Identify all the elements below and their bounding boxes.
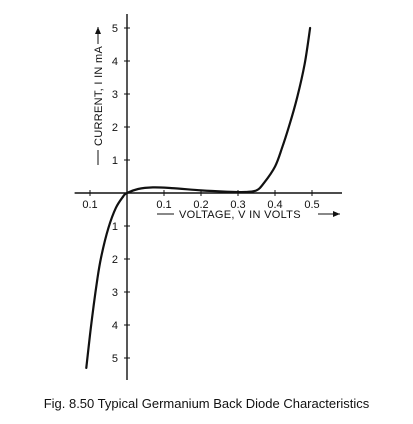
y-tick-label: 5 bbox=[112, 23, 118, 35]
data-point bbox=[107, 227, 110, 229]
data-point bbox=[100, 256, 102, 258]
axis-titles: VOLTAGE, V IN VOLTS CURRENT, I IN mA bbox=[93, 27, 340, 221]
x-tick-label: 0.4 bbox=[267, 199, 282, 211]
chart: 0.1 0.1 0.2 0.3 0.4 0.5 1 2 3 4 5 1 2 3 4 5 VOLTAGE, V … bbox=[74, 14, 342, 380]
data-point bbox=[289, 123, 291, 125]
x-tick-label: 0.1 bbox=[156, 199, 171, 211]
x-tick-label: 0.2 bbox=[193, 199, 208, 211]
data-point bbox=[281, 146, 283, 148]
data-point bbox=[152, 186, 154, 188]
data-point bbox=[96, 278, 98, 280]
y-tick-label: 2 bbox=[112, 122, 118, 134]
ticks: 0.1 0.1 0.2 0.3 0.4 0.5 1 2 3 4 5 1 2 3 4 5 bbox=[82, 23, 319, 365]
data-point bbox=[274, 166, 276, 168]
data-point bbox=[296, 96, 298, 98]
y-tick-label: 1 bbox=[112, 155, 118, 167]
y-tick-label: 2 bbox=[112, 254, 118, 266]
y-tick-label: 3 bbox=[112, 89, 118, 101]
data-point bbox=[304, 63, 306, 65]
y-tick-label: 1 bbox=[112, 221, 118, 233]
data-point bbox=[137, 188, 139, 190]
x-tick-label: 0.3 bbox=[230, 199, 245, 211]
data-point bbox=[263, 182, 265, 184]
y-axis-title: CURRENT, I IN mA bbox=[93, 46, 105, 146]
curves bbox=[85, 26, 312, 369]
data-point bbox=[122, 195, 124, 197]
characteristic-curve-0 bbox=[85, 26, 312, 369]
y-tick-label: 3 bbox=[112, 287, 118, 299]
x-axis-title: VOLTAGE, V IN VOLTS bbox=[179, 209, 301, 221]
x-tick-label: 0.5 bbox=[304, 199, 319, 211]
data-point bbox=[255, 189, 258, 191]
y-tick-label: 5 bbox=[112, 353, 118, 365]
data-point bbox=[309, 27, 311, 29]
data-point bbox=[244, 191, 246, 193]
y-tick-label: 4 bbox=[112, 320, 118, 332]
data-point bbox=[126, 192, 128, 194]
x-tick-label: 0.1 bbox=[82, 199, 97, 211]
data-point bbox=[200, 189, 202, 191]
data-point bbox=[89, 334, 91, 336]
data-point bbox=[93, 304, 95, 306]
figure-caption: Fig. 8.50 Typical Germanium Back Diode C… bbox=[43, 396, 370, 411]
data-point bbox=[85, 367, 87, 369]
data-point bbox=[115, 207, 117, 209]
data-point bbox=[226, 191, 228, 193]
y-tick-label: 4 bbox=[112, 56, 118, 68]
axes bbox=[74, 14, 342, 380]
data-point bbox=[170, 187, 172, 189]
